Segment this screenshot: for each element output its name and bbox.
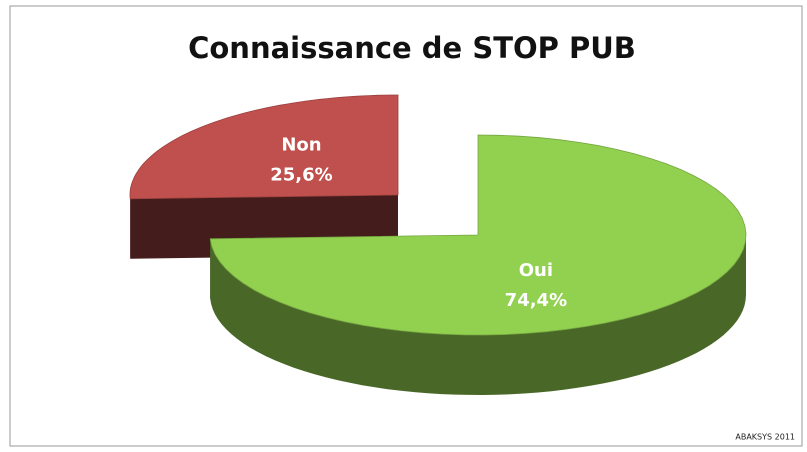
slice-label: Oui	[519, 260, 553, 281]
slice-label: Non	[281, 134, 321, 155]
value-label: 74,4%	[505, 290, 567, 311]
source: ABAKSYS 2011	[735, 433, 795, 442]
chart-title: Connaissance de STOP PUB	[188, 31, 636, 65]
slice	[209, 134, 747, 395]
slice-top	[209, 134, 747, 336]
slice-top	[129, 94, 399, 200]
value-label: 25,6%	[270, 164, 332, 185]
slice-side	[210, 235, 746, 395]
